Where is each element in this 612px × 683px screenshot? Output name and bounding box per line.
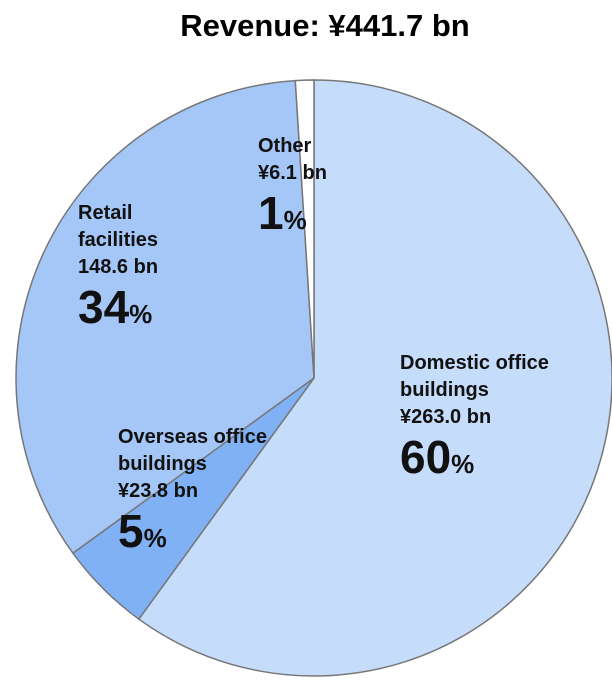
slice-label: Overseas office buildings ¥23.8 bn 5%: [118, 424, 348, 564]
amount-label: ¥263.0 bn: [400, 406, 492, 428]
percent-label: 34%: [78, 281, 153, 333]
category-label: Overseas office buildings: [118, 426, 267, 475]
chart-title: Revenue: ¥441.7 bn: [180, 8, 470, 43]
category-label: Other: [258, 135, 312, 157]
amount-label: ¥23.8 bn: [118, 480, 199, 502]
amount-label: ¥6.1 bn: [258, 162, 327, 184]
slice-label: Retail facilities 148.6 bn 34%: [78, 200, 218, 340]
pie-slice: [137, 79, 612, 677]
percent-label: 60%: [400, 431, 475, 483]
pie-slice: [15, 79, 315, 555]
slice-label: Other ¥6.1 bn 1%: [258, 133, 378, 246]
pie-slice: [294, 79, 315, 379]
category-label: Domestic office buildings: [400, 352, 549, 401]
amount-label: 148.6 bn: [78, 256, 159, 278]
category-label: Retail facilities: [78, 202, 159, 251]
percent-label: 1%: [258, 187, 307, 239]
percent-label: 5%: [118, 505, 167, 557]
slice-label: Domestic office buildings ¥263.0 bn 60%: [400, 350, 550, 490]
